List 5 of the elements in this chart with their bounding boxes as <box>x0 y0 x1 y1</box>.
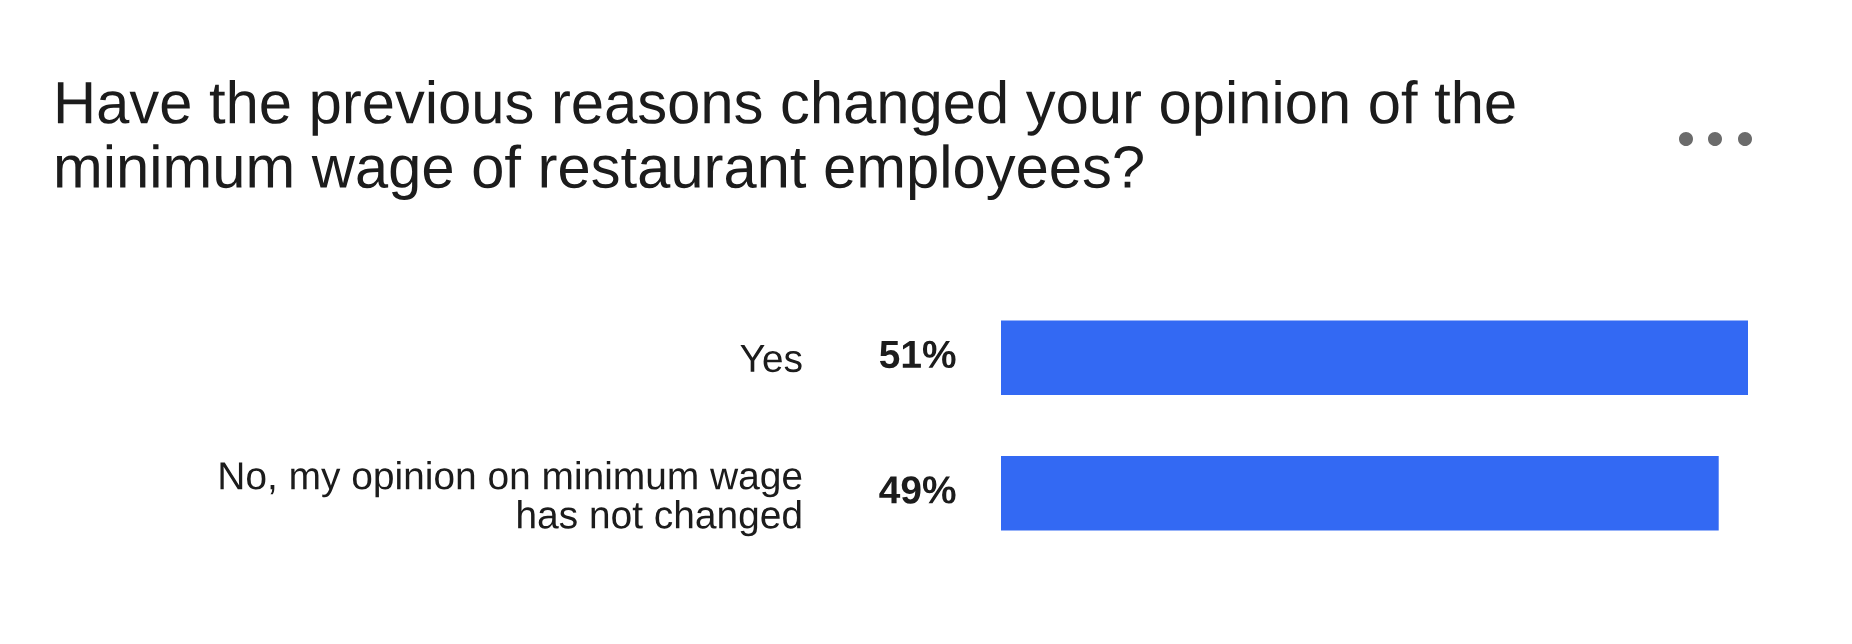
y-tick-label: No, my opinion on minimum wage has not changed <box>220 461 802 537</box>
data-label: 51% <box>879 340 956 369</box>
chart-title: Have the previous reasons changed your opinion of the minimum wage of restaurant employees? <box>56 80 1515 200</box>
y-tick-label: Yes <box>740 345 802 373</box>
data-label: 49% <box>879 476 956 504</box>
